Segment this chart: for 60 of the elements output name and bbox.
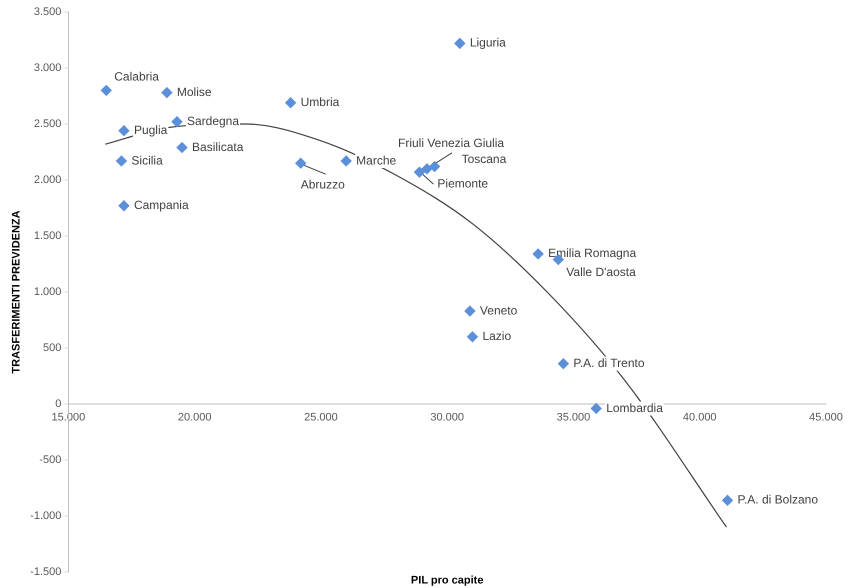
annotation: Emilia Romagna [548, 246, 636, 260]
y-tick-label: 3.500 [34, 6, 62, 18]
annotation: Molise [176, 84, 212, 99]
annotation: Lazio [482, 329, 512, 344]
point [590, 402, 602, 414]
y-tick-label: 0 [55, 398, 62, 410]
point [466, 331, 478, 342]
annotation: Veneto [480, 303, 518, 318]
point [429, 161, 440, 172]
annotation: P.A. di Trento [573, 356, 645, 370]
annotation: Calabria [114, 70, 160, 84]
annotation: Abruzzo [300, 178, 346, 192]
y-tick-label: -1.500 [30, 566, 62, 578]
point [532, 248, 544, 260]
point [285, 97, 296, 108]
point [414, 166, 425, 178]
y-tick-label: 500 [43, 342, 62, 354]
x-tick-label: 25.000 [304, 412, 338, 424]
x-axis-title: PIL pro capite [410, 574, 484, 587]
point [171, 116, 182, 128]
point [464, 306, 476, 317]
annotation: Sardegna [186, 114, 240, 128]
point [295, 158, 306, 169]
annotation: Piemonte [437, 176, 488, 190]
point [118, 200, 130, 212]
point [118, 125, 130, 136]
annotation: Marche [356, 153, 397, 168]
point [100, 84, 112, 96]
annotation: Umbria [300, 95, 340, 110]
y-tick-label: 2.500 [34, 118, 62, 130]
point [340, 155, 352, 166]
point [454, 38, 466, 49]
annotation: Basilicata [192, 140, 244, 154]
y-tick-label: 1.500 [34, 230, 62, 242]
annotation: Valle D'aosta [566, 264, 636, 279]
y-tick-label: -1.000 [30, 510, 62, 522]
y-tick-label: 2.000 [34, 174, 62, 186]
y-tick-label: 1.000 [34, 286, 62, 298]
x-tick-label: 40.000 [682, 412, 717, 424]
annotation: Friuli Venezia Giulia [398, 136, 504, 150]
x-tick-label: 30.000 [430, 412, 464, 424]
y-axis-title: TRASFERIMENTI PREVIDENZA [10, 210, 23, 374]
point [116, 155, 127, 166]
annotation: Liguria [470, 36, 506, 50]
annotation: Sicilia [131, 153, 164, 168]
x-tick-label: 45.000 [809, 412, 843, 424]
annotation: Campania [134, 198, 189, 212]
point [558, 358, 569, 370]
point [421, 163, 432, 174]
y-tick-label: -500 [39, 454, 62, 466]
x-tick-label: 20.000 [178, 412, 212, 424]
point [176, 142, 188, 154]
point [722, 494, 734, 506]
annotation: P.A. di Bolzano [738, 492, 818, 507]
annotation: Lombardia [606, 400, 664, 415]
point [161, 87, 172, 98]
x-tick-label: 35.000 [556, 412, 590, 424]
y-tick-label: 3.000 [34, 62, 62, 74]
annotation: Toscana [462, 152, 507, 166]
annotation: Puglia [134, 123, 168, 138]
